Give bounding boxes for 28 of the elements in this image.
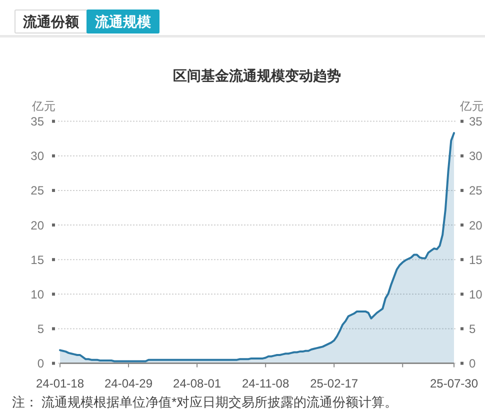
x-tick-label: 24-04-29 bbox=[104, 376, 153, 390]
y-tick-label: 5 bbox=[37, 322, 44, 336]
tab: 流通份额 bbox=[14, 10, 88, 34]
y-tick-label: 20 bbox=[30, 218, 44, 232]
y2-tick-label: 0 bbox=[469, 356, 476, 371]
y2-tick-label: 20 bbox=[469, 218, 483, 232]
x-tick-label: 24-01-18 bbox=[36, 376, 84, 390]
y2-tick-label: 35 bbox=[469, 114, 483, 129]
y-tick-label: 15 bbox=[30, 252, 44, 267]
y2-tick-label: 30 bbox=[469, 149, 483, 164]
y-axis-title: 亿元 bbox=[31, 100, 56, 113]
y-tick-label: 25 bbox=[30, 184, 44, 198]
y-tick-label: 30 bbox=[30, 149, 44, 164]
y-tick-label: 35 bbox=[30, 114, 44, 129]
x-tick-label: 25-02-17 bbox=[310, 376, 358, 390]
y2-tick-label: 15 bbox=[469, 252, 483, 267]
y2-axis-title: 亿元 bbox=[459, 100, 484, 113]
x-tick-label: 24-11-08 bbox=[242, 376, 290, 390]
y-tick-label: 10 bbox=[30, 287, 44, 302]
x-tick-label: 24-08-01 bbox=[173, 376, 222, 390]
y2-tick-label: 5 bbox=[469, 322, 476, 336]
y-tick-label: 0 bbox=[37, 356, 44, 371]
x-tick-label: 25-07-30 bbox=[430, 376, 478, 390]
y2-tick-label: 10 bbox=[469, 287, 483, 302]
y2-tick-label: 25 bbox=[469, 184, 483, 198]
tab-selected: 流通规模 bbox=[86, 10, 160, 34]
text: 注： 流通规模根据单位净值*对应日期交易所披露的流通份额计算。 bbox=[12, 394, 398, 410]
chart-title: 区间基金流通规模变动趋势 bbox=[173, 68, 341, 84]
